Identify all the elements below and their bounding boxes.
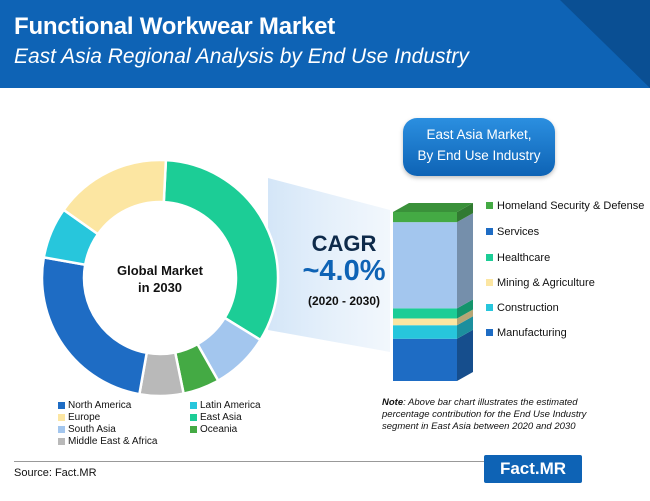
callout-line-2: By End Use Industry (417, 148, 541, 163)
bar-segment-construction (393, 325, 457, 339)
legend-swatch (486, 202, 493, 209)
donut-center-label: Global Market in 2030 (100, 262, 220, 296)
donut-chart (40, 158, 280, 398)
bar-side-homeland-security-defense (457, 203, 473, 223)
legend-label: Oceania (200, 424, 238, 435)
logo-text: Fact.MR (499, 459, 567, 478)
legend-swatch (486, 329, 493, 336)
legend-label: Services (497, 226, 540, 238)
legend-swatch (58, 438, 65, 445)
legend-swatch (486, 304, 493, 311)
factmr-logo: Fact.MR (484, 455, 582, 483)
legend-label: Homeland Security & Defense (497, 200, 645, 212)
legend-label: Construction (497, 302, 559, 314)
legend-label: North America (68, 400, 132, 411)
callout-line-1: East Asia Market, (426, 127, 532, 142)
donut-center-line-1: Global Market (117, 263, 203, 278)
cagr-value: ~4.0% (302, 255, 386, 287)
legend-swatch (486, 254, 493, 261)
legend-swatch (486, 279, 493, 286)
cagr-label: CAGR (311, 231, 377, 256)
page-subtitle: East Asia Regional Analysis by End Use I… (14, 45, 469, 68)
legend-swatch (190, 414, 197, 421)
legend-swatch (58, 402, 65, 409)
connector-beam (268, 178, 390, 352)
legend-label: East Asia (200, 412, 242, 423)
bar-segment-services (393, 222, 457, 309)
bar-segment-healthcare (393, 308, 457, 319)
legend-label: Manufacturing (497, 327, 567, 339)
bar-side-services (457, 213, 473, 309)
legend-label: Healthcare (497, 252, 551, 264)
legend-label: Mining & Agriculture (497, 277, 595, 289)
bar-segment-homeland-security-defense (393, 212, 457, 223)
note-text: : Above bar chart illustrates the estima… (382, 397, 587, 432)
bar-side-construction (457, 316, 473, 339)
legend-swatch (190, 426, 197, 433)
note-lead: Note (382, 397, 404, 408)
bar-side-mining-agriculture (457, 309, 473, 326)
bar-top-face (393, 203, 473, 212)
bar-segment-manufacturing (393, 338, 457, 381)
header-banner: Functional Workwear Market East Asia Reg… (0, 0, 650, 88)
donut-slice-europe (61, 158, 168, 236)
donut-hole (85, 203, 235, 353)
donut-slice-east-asia (162, 158, 280, 342)
source-text: Source: Fact.MR (14, 467, 97, 479)
donut-center-line-2: in 2030 (137, 280, 183, 295)
bar-side-manufacturing (457, 329, 473, 381)
bar-side-healthcare (457, 299, 473, 319)
header-accent (560, 0, 650, 88)
legend-label: Europe (68, 412, 101, 423)
legend-label: Middle East & Africa (68, 436, 158, 447)
legend-swatch (486, 228, 493, 235)
footer-divider (14, 461, 574, 462)
chart-note: Note: Above bar chart illustrates the es… (382, 397, 614, 433)
legend-swatch (58, 426, 65, 433)
stacked-bar-chart (393, 203, 473, 381)
legend-swatch (58, 414, 65, 421)
bar-chart-callout: East Asia Market, By End Use Industry (403, 118, 555, 176)
legend-swatch (190, 402, 197, 409)
cagr-period: (2020 - 2030) (307, 294, 381, 308)
page-title: Functional Workwear Market (14, 13, 336, 40)
legend-label: South Asia (68, 424, 116, 435)
legend-label: Latin America (200, 400, 261, 411)
bar-segment-mining-agriculture (393, 318, 457, 326)
